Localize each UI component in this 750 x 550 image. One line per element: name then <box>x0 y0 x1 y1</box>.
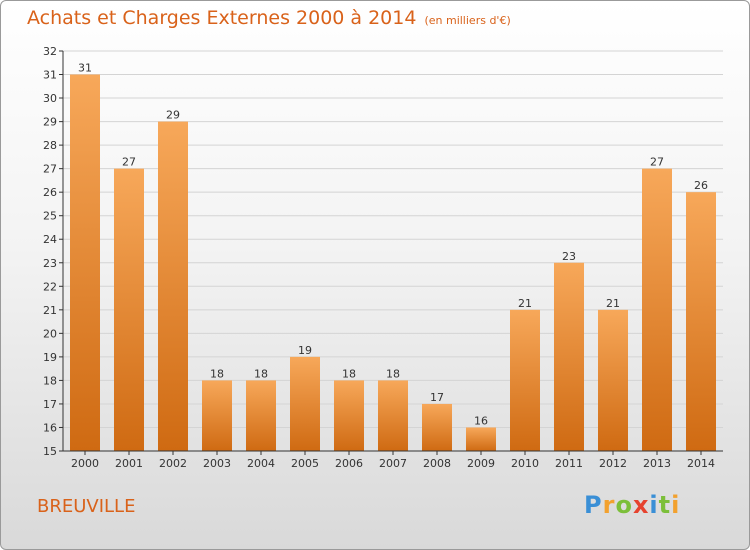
bar-2003[interactable] <box>202 380 232 451</box>
y-tick-label-22: 22 <box>43 280 57 293</box>
value-label-2008: 17 <box>430 391 444 404</box>
y-tick-label-20: 20 <box>43 327 57 340</box>
bar-2013[interactable] <box>642 168 672 451</box>
value-label-2002: 29 <box>166 109 180 122</box>
x-tick-label-2009: 2009 <box>467 457 495 470</box>
labels: 15 16 17 18 19 20 21 22 23 24 25 26 27 28 29 30 31 32 31 20… <box>43 45 715 470</box>
y-tick-label-21: 21 <box>43 304 57 317</box>
x-tick-label-2013: 2013 <box>643 457 671 470</box>
y-tick-label-24: 24 <box>43 233 57 246</box>
y-tick-label-26: 26 <box>43 186 57 199</box>
value-label-2014: 26 <box>694 179 708 192</box>
x-tick-label-2008: 2008 <box>423 457 451 470</box>
value-label-2009: 16 <box>474 414 488 427</box>
y-tick-label-16: 16 <box>43 421 57 434</box>
y-tick-label-25: 25 <box>43 210 57 223</box>
bar-2000[interactable] <box>70 74 100 451</box>
value-label-2010: 21 <box>518 297 532 310</box>
value-label-2004: 18 <box>254 367 268 380</box>
y-tick-label-17: 17 <box>43 398 57 411</box>
value-label-2013: 27 <box>650 156 664 169</box>
bar-2004[interactable] <box>246 380 276 451</box>
bar-2006[interactable] <box>334 380 364 451</box>
logo-letter: t <box>658 491 672 519</box>
x-tick-label-2012: 2012 <box>599 457 627 470</box>
logo-letter: o <box>615 491 633 519</box>
x-tick-label-2006: 2006 <box>335 457 363 470</box>
x-tick-label-2002: 2002 <box>159 457 187 470</box>
x-tick-label-2001: 2001 <box>115 457 143 470</box>
bar-2011[interactable] <box>554 262 584 451</box>
chart-header: Achats et Charges Externes 2000 à 2014 (e… <box>27 7 511 29</box>
bar-2010[interactable] <box>510 309 540 451</box>
value-label-2001: 27 <box>122 156 136 169</box>
y-tick-label-29: 29 <box>43 116 57 129</box>
value-label-2007: 18 <box>386 367 400 380</box>
proxiti-logo[interactable]: Proxiti <box>584 491 680 519</box>
bar-2014[interactable] <box>686 192 716 452</box>
y-tick-label-23: 23 <box>43 257 57 270</box>
x-tick-label-2000: 2000 <box>71 457 99 470</box>
bar-2001[interactable] <box>114 168 144 451</box>
x-tick-label-2011: 2011 <box>555 457 583 470</box>
axes <box>59 50 723 455</box>
logo-letter: x <box>632 491 650 519</box>
bar-2005[interactable] <box>290 356 320 451</box>
value-label-2006: 18 <box>342 367 356 380</box>
bar-2009[interactable] <box>466 427 496 451</box>
y-tick-label-27: 27 <box>43 163 57 176</box>
y-tick-label-28: 28 <box>43 139 57 152</box>
logo-letter: i <box>671 491 681 519</box>
bar-2012[interactable] <box>598 309 628 451</box>
y-tick-label-31: 31 <box>43 69 57 82</box>
value-label-2003: 18 <box>210 367 224 380</box>
y-tick-label-18: 18 <box>43 374 57 387</box>
y-tick-label-15: 15 <box>43 445 57 458</box>
bars <box>70 74 716 452</box>
chart-title: Achats et Charges Externes 2000 à 2014 <box>27 7 417 29</box>
value-label-2005: 19 <box>298 344 312 357</box>
logo-letter: i <box>649 491 659 519</box>
value-label-2011: 23 <box>562 250 576 263</box>
logo-letter: P <box>584 491 603 519</box>
x-tick-label-2007: 2007 <box>379 457 407 470</box>
x-tick-label-2014: 2014 <box>687 457 715 470</box>
y-tick-label-30: 30 <box>43 92 57 105</box>
chart-subtitle: (en milliers d'€) <box>424 14 511 27</box>
value-label-2000: 31 <box>78 62 92 75</box>
x-tick-label-2003: 2003 <box>203 457 231 470</box>
value-label-2012: 21 <box>606 297 620 310</box>
logo-letter: r <box>602 491 616 519</box>
x-tick-label-2010: 2010 <box>511 457 539 470</box>
commune-name: BREUVILLE <box>37 496 136 517</box>
bar-2008[interactable] <box>422 403 452 451</box>
x-tick-label-2005: 2005 <box>291 457 319 470</box>
x-tick-label-2004: 2004 <box>247 457 275 470</box>
bar-2007[interactable] <box>378 380 408 451</box>
y-tick-label-19: 19 <box>43 351 57 364</box>
bar-2002[interactable] <box>158 121 188 452</box>
y-tick-label-32: 32 <box>43 45 57 58</box>
